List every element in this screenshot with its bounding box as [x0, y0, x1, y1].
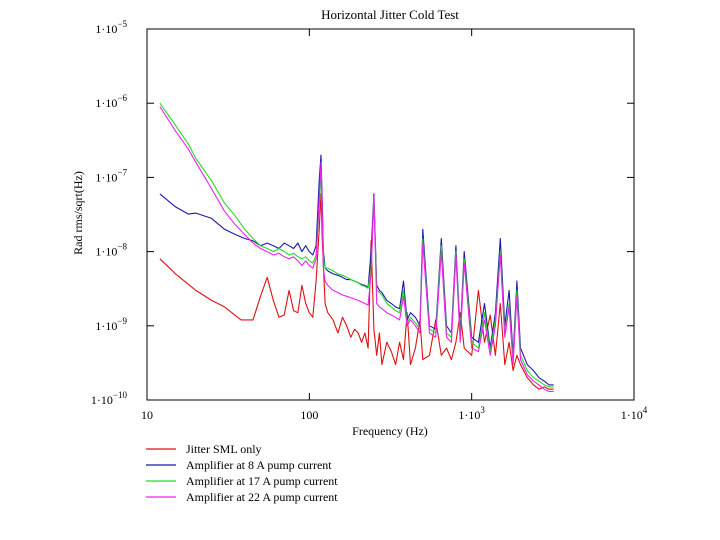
- legend-label: Jitter SML only: [186, 442, 262, 456]
- series-line-4: [159, 106, 554, 393]
- y-tick-label: 1·10−9: [95, 316, 127, 333]
- x-axis: 10 100 1·103 1·104: [141, 29, 648, 422]
- chart-title: Horizontal Jitter Cold Test: [321, 7, 459, 22]
- y-tick-label: 1·10−10: [91, 390, 128, 407]
- y-tick-label: 1·10−8: [95, 242, 127, 259]
- x-tick-label: 100: [300, 408, 318, 422]
- series-lines: [159, 102, 554, 393]
- series-line-3: [159, 102, 554, 388]
- legend: Jitter SML only Amplifier at 8 A pump cur…: [146, 442, 338, 504]
- plot-frame: [146, 28, 635, 401]
- x-tick-label: 1·104: [621, 405, 648, 422]
- y-axis: 1·10−5 1·10−6 1·10−7 1·10−8 1·10−9 1·10−10: [91, 19, 634, 407]
- x-axis-label: Frequency (Hz): [352, 424, 428, 438]
- y-tick-label: 1·10−5: [95, 19, 127, 36]
- y-tick-label: 1·10−6: [95, 93, 127, 110]
- legend-label: Amplifier at 8 A pump current: [186, 458, 332, 472]
- series-line-1: [159, 193, 554, 390]
- x-tick-label: 1·103: [458, 405, 485, 422]
- y-tick-label: 1·10−7: [95, 167, 127, 184]
- legend-label: Amplifier at 17 A pump current: [186, 474, 338, 488]
- y-axis-label: Rad rms/sqrt(Hz): [71, 171, 85, 255]
- legend-label: Amplifier at 22 A pump current: [186, 490, 338, 504]
- x-tick-label: 10: [141, 408, 153, 422]
